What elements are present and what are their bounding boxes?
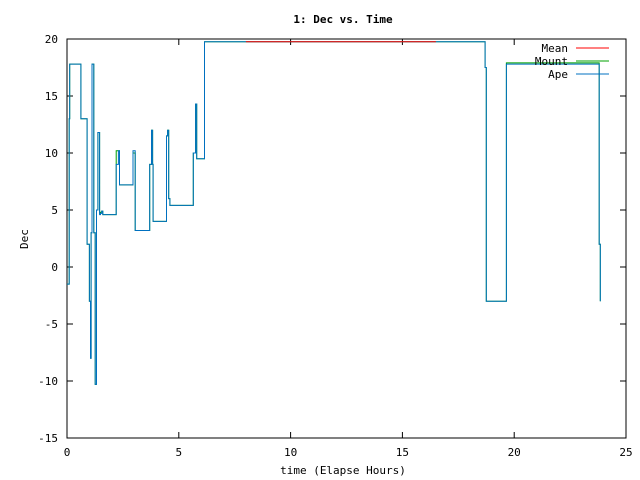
y-tick-label: 0 <box>51 261 58 274</box>
x-tick-label: 20 <box>508 446 521 459</box>
y-tick-label: 10 <box>45 147 58 160</box>
series-line-mount <box>67 41 601 385</box>
chart-title: 1: Dec vs. Time <box>293 13 393 26</box>
x-tick-label: 25 <box>619 446 632 459</box>
series-line-ape <box>67 41 601 385</box>
legend-label-mount: Mount <box>535 55 568 68</box>
y-tick-label: 15 <box>45 90 58 103</box>
axes: -15 -10 -5 0 5 10 15 20 0 5 10 15 20 25 <box>38 33 633 459</box>
y-tick-label: 20 <box>45 33 58 46</box>
x-tick-label: 10 <box>284 446 297 459</box>
y-tick-label: -10 <box>38 375 58 388</box>
x-axis-label: time (Elapse Hours) <box>280 464 406 477</box>
x-tick-label: 5 <box>175 446 182 459</box>
series-lines <box>67 41 601 385</box>
y-tick-label: -15 <box>38 432 58 445</box>
legend-label-ape: Ape <box>548 68 568 81</box>
plot-frame <box>66 38 627 439</box>
y-tick-label: 5 <box>51 204 58 217</box>
legend-label-mean: Mean <box>542 42 569 55</box>
x-tick-label: 0 <box>64 446 71 459</box>
y-axis-label: Dec <box>18 229 31 249</box>
y-tick-label: -5 <box>45 318 58 331</box>
x-tick-label: 15 <box>396 446 409 459</box>
